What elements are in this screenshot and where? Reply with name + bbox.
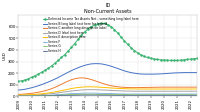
Series F (179, 93, 182, 95)
Deferred Income Tax Assets Net - something long label here (60, 57, 63, 58)
Series C another long description label: (0, 18): (0, 18) (17, 94, 20, 95)
Deferred Income Tax Assets Net - something long label here (37, 73, 40, 75)
Series D label text here (87, 89, 89, 90)
Series D label text here (17, 95, 20, 96)
Series D label text here (179, 90, 182, 92)
Series D label text here (196, 90, 198, 92)
Series D label text here (37, 94, 40, 96)
Series C another long description label: (54, 80): (54, 80) (196, 86, 198, 88)
Series H (60, 95, 63, 96)
Series E description here (17, 94, 20, 96)
Series H (193, 95, 195, 96)
Line: Series F: Series F (18, 93, 197, 96)
Line: Series G: Series G (18, 94, 197, 96)
Series E description here (60, 90, 63, 91)
Title: ID
Non-Current Assets: ID Non-Current Assets (84, 3, 132, 14)
Series F (87, 92, 89, 94)
Deferred Income Tax Assets Net - something long label here (50, 65, 53, 67)
Deferred Income Tax Assets Net - something long label here (196, 58, 198, 59)
Series F (37, 95, 40, 96)
Series F (50, 94, 53, 96)
Series E description here (87, 86, 89, 87)
Series B long label text here for legend: (49, 204): (49, 204) (179, 72, 182, 73)
Series G (179, 94, 182, 96)
Series B long label text here for legend: (6, 92): (6, 92) (37, 85, 40, 86)
Series H (179, 95, 182, 96)
Series F (60, 94, 63, 95)
Series C another long description label: (19, 160): (19, 160) (80, 77, 83, 79)
Series G (193, 94, 195, 96)
Series C another long description label: (53, 80): (53, 80) (193, 86, 195, 88)
Y-axis label: USD: USD (3, 51, 7, 60)
Series F (196, 93, 198, 95)
Series E description here (83, 86, 86, 88)
Deferred Income Tax Assets Net - something long label here (83, 31, 86, 33)
Series D label text here (83, 89, 86, 90)
Line: Series H: Series H (18, 95, 197, 96)
Series H (196, 95, 198, 96)
Series B long label text here for legend: (53, 205): (53, 205) (193, 72, 195, 73)
Series G (60, 94, 63, 96)
Series B long label text here for legend: (10, 136): (10, 136) (50, 80, 53, 81)
Series B long label text here for legend: (0, 55): (0, 55) (17, 89, 20, 91)
Series G (87, 94, 89, 95)
Series G (80, 94, 83, 95)
Series H (37, 95, 40, 97)
Series E description here (196, 88, 198, 90)
Series G (196, 94, 198, 96)
Series F (17, 95, 20, 97)
Line: Series B long label text here for legend: Series B long label text here for legend (18, 64, 197, 90)
Legend: Deferred Income Tax Assets Net - something long label here, Series B long label : Deferred Income Tax Assets Net - somethi… (43, 17, 139, 53)
Series C another long description label: (49, 80): (49, 80) (179, 86, 182, 88)
Series B long label text here for legend: (54, 205): (54, 205) (196, 72, 198, 73)
Series H (50, 95, 53, 97)
Series H (17, 96, 20, 97)
Deferred Income Tax Assets Net - something long label here (100, 23, 102, 24)
Series C another long description label: (21, 153): (21, 153) (87, 78, 89, 79)
Series C another long description label: (6, 36): (6, 36) (37, 92, 40, 93)
Series G (37, 95, 40, 97)
Line: Deferred Income Tax Assets Net - something long label here: Deferred Income Tax Assets Net - somethi… (18, 23, 198, 82)
Series E description here (50, 92, 53, 93)
Line: Series D label text here: Series D label text here (18, 90, 197, 96)
Series G (50, 95, 53, 96)
Series G (17, 95, 20, 97)
Deferred Income Tax Assets Net - something long label here (179, 59, 182, 61)
Series B long label text here for legend: (20, 267): (20, 267) (83, 65, 86, 66)
Series B long label text here for legend: (23, 282): (23, 282) (93, 63, 96, 64)
Series F (193, 93, 195, 95)
Line: Series C another long description label: Series C another long description label (18, 78, 197, 94)
Series F (83, 92, 86, 94)
Series C another long description label: (13, 105): (13, 105) (60, 84, 63, 85)
Series E description here (37, 93, 40, 95)
Line: Series E description here: Series E description here (18, 87, 197, 95)
Series H (80, 95, 83, 96)
Series E description here (193, 88, 195, 90)
Series D label text here (193, 90, 195, 92)
Deferred Income Tax Assets Net - something long label here (17, 81, 20, 82)
Series B long label text here for legend: (13, 178): (13, 178) (60, 75, 63, 76)
Series H (87, 95, 89, 96)
Series D label text here (50, 93, 53, 94)
Deferred Income Tax Assets Net - something long label here (193, 58, 195, 59)
Series D label text here (60, 92, 63, 93)
Series E description here (179, 88, 182, 90)
Series C another long description label: (10, 67): (10, 67) (50, 88, 53, 89)
